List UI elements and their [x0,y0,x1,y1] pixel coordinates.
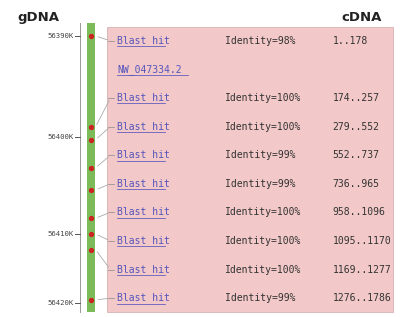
Text: 56410K: 56410K [48,231,74,237]
Text: 1..178: 1..178 [333,36,368,46]
Text: 279..552: 279..552 [333,122,380,132]
Text: Blast hit: Blast hit [117,122,170,132]
Text: Blast hit: Blast hit [117,207,170,217]
Text: Blast hit: Blast hit [117,36,170,46]
Text: Identity=99%: Identity=99% [225,150,301,160]
Text: Identity=100%: Identity=100% [225,122,301,132]
Text: Identity=100%: Identity=100% [225,207,301,217]
Text: 56390K: 56390K [48,33,74,39]
Text: 56420K: 56420K [48,300,74,306]
Text: 552..737: 552..737 [333,150,380,160]
Text: Blast hit: Blast hit [117,93,170,103]
Text: Blast hit: Blast hit [117,236,170,246]
Bar [87,23,96,313]
Text: Identity=100%: Identity=100% [225,236,301,246]
Text: 56400K: 56400K [48,133,74,139]
Text: Blast hit: Blast hit [117,179,170,189]
Text: 736..965: 736..965 [333,179,380,189]
Text: Blast hit: Blast hit [117,150,170,160]
Text: 958..1096: 958..1096 [333,207,386,217]
Text: 1169..1277: 1169..1277 [333,265,392,275]
Text: Blast hit: Blast hit [117,265,170,275]
Text: gDNA: gDNA [17,11,59,24]
Text: cDNA: cDNA [341,11,382,24]
Text: Identity=100%: Identity=100% [225,93,301,103]
Text: Blast hit: Blast hit [117,293,170,303]
Text: Identity=99%: Identity=99% [225,293,301,303]
Text: Identity=99%: Identity=99% [225,179,301,189]
Text: 1276..1786: 1276..1786 [333,293,392,303]
Text: NW_047334.2: NW_047334.2 [117,64,182,75]
Text: Identity=98%: Identity=98% [225,36,307,46]
Text: 1095..1170: 1095..1170 [333,236,392,246]
Text: 174..257: 174..257 [333,93,380,103]
Bar [107,27,393,313]
Text: Identity=100%: Identity=100% [225,265,301,275]
